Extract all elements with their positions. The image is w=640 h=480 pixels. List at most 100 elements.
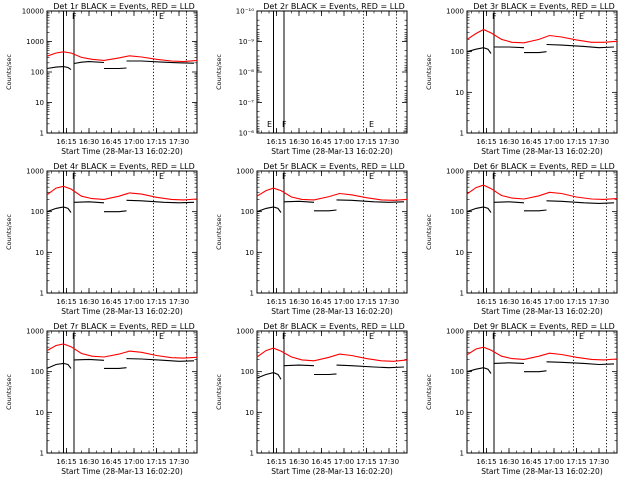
y-tick-label: 10 [455, 409, 464, 417]
event-marker-label: F [72, 332, 77, 341]
x-axis-label: Start Time (28-Mar-13 16:02:20) [61, 147, 183, 156]
lld-rate-line [466, 346, 618, 361]
events-rate-line [494, 46, 525, 49]
x-tick-label: 17:30 [379, 138, 399, 146]
events-rate-line [493, 201, 525, 204]
x-axis-label: Start Time (28-Mar-13 16:02:20) [481, 147, 603, 156]
y-axis-label: Counts/sec [215, 374, 223, 410]
y-axis-label: Counts/sec [5, 374, 13, 410]
x-tick-label: 17:30 [589, 458, 609, 466]
x-tick-label: 17:00 [544, 458, 564, 466]
y-tick-label: 10⁻¹⁰ [236, 8, 254, 16]
event-marker-label: E [369, 120, 374, 129]
lld-rate-line [466, 28, 618, 44]
y-axis-label: Counts/sec [425, 214, 433, 250]
y-tick-label: 10 [455, 89, 464, 97]
x-tick-label: 17:15 [146, 298, 166, 306]
events-rate-line [524, 209, 547, 212]
events-rate-line [104, 67, 127, 70]
x-tick-label: 16:30 [499, 458, 519, 466]
panel-title: Det 1r BLACK = Events, RED = LLD [53, 2, 195, 11]
x-tick-label: 16:15 [266, 458, 286, 466]
panel-title: Det 8r BLACK = Events, RED = LLD [263, 322, 405, 331]
y-tick-label: 1000 [236, 328, 254, 336]
events-rate-line [46, 206, 72, 213]
x-tick-label: 17:00 [334, 298, 354, 306]
x-tick-label: 17:30 [169, 138, 189, 146]
y-tick-label: 1000 [446, 8, 464, 16]
event-marker-label: E [159, 172, 164, 181]
y-tick-label: 100 [451, 368, 464, 376]
events-rate-line [73, 61, 105, 65]
event-marker-label: F [492, 172, 497, 181]
y-tick-label: 100 [31, 208, 44, 216]
y-tick-label: 1 [40, 450, 44, 458]
plot-frame [256, 10, 408, 134]
x-tick-label: 16:30 [289, 458, 309, 466]
y-tick-label: 1 [460, 450, 464, 458]
events-rate-line [104, 367, 127, 369]
event-marker-label: E [159, 332, 164, 341]
x-axis-label: Start Time (28-Mar-13 16:02:20) [271, 467, 393, 476]
events-rate-line [73, 201, 105, 204]
event-marker-label: E [159, 12, 164, 21]
x-tick-label: 16:15 [266, 298, 286, 306]
events-rate-line [524, 370, 547, 373]
plot-frame [46, 330, 198, 454]
events-rate-line [126, 60, 195, 64]
x-tick-label: 17:00 [334, 458, 354, 466]
y-tick-label: 10⁻⁸ [239, 69, 255, 77]
panel-title: Det 5r BLACK = Events, RED = LLD [263, 162, 405, 171]
lld-rate-line [466, 184, 618, 200]
x-tick-label: 16:30 [79, 138, 99, 146]
lld-rate-line [46, 343, 198, 359]
events-rate-line [126, 199, 195, 204]
event-marker-label: F [72, 172, 77, 181]
x-tick-label: 16:45 [101, 138, 121, 146]
y-tick-label: 1 [460, 130, 464, 138]
y-tick-label: 1 [40, 290, 44, 298]
x-axis-label: Start Time (28-Mar-13 16:02:20) [61, 467, 183, 476]
plot-frame [466, 170, 618, 294]
y-tick-label: 10⁻⁷ [239, 99, 255, 107]
y-tick-label: 1 [460, 290, 464, 298]
lld-rate-line [256, 187, 408, 201]
events-rate-line [314, 209, 337, 212]
panel-title: Det 3r BLACK = Events, RED = LLD [473, 2, 615, 11]
y-tick-label: 1000 [26, 38, 44, 46]
y-tick-label: 1000 [446, 328, 464, 336]
x-tick-label: 16:30 [289, 138, 309, 146]
x-tick-label: 17:30 [169, 458, 189, 466]
x-tick-label: 17:00 [124, 298, 144, 306]
y-tick-label: 100 [31, 368, 44, 376]
y-axis-label: Counts/sec [5, 54, 13, 90]
x-axis-label: Start Time (28-Mar-13 16:02:20) [481, 467, 603, 476]
plot-frame [466, 330, 618, 454]
y-axis-label: Counts/sec [425, 374, 433, 410]
x-tick-label: 17:30 [169, 298, 189, 306]
lld-rate-line [46, 185, 198, 201]
x-tick-label: 17:00 [334, 138, 354, 146]
y-tick-label: 1000 [446, 168, 464, 176]
x-tick-label: 17:00 [124, 458, 144, 466]
x-tick-label: 17:30 [379, 298, 399, 306]
x-tick-label: 17:00 [544, 138, 564, 146]
x-tick-label: 16:30 [79, 298, 99, 306]
event-marker-label: F [282, 120, 287, 129]
y-tick-label: 10 [455, 249, 464, 257]
events-rate-line [493, 362, 525, 364]
y-tick-label: 1000 [26, 168, 44, 176]
y-tick-label: 10 [35, 99, 44, 107]
event-marker-label: E [579, 172, 584, 181]
events-rate-line [256, 206, 282, 213]
x-axis-label: Start Time (28-Mar-13 16:02:20) [271, 307, 393, 316]
events-rate-line [466, 206, 492, 213]
y-tick-label: 100 [241, 208, 254, 216]
y-axis-label: Counts/sec [215, 54, 223, 90]
x-tick-label: 17:30 [589, 298, 609, 306]
panel-title: Det 9r BLACK = Events, RED = LLD [473, 322, 615, 331]
x-axis-label: Start Time (28-Mar-13 16:02:20) [271, 147, 393, 156]
x-tick-label: 17:15 [356, 458, 376, 466]
x-tick-label: 16:15 [476, 298, 496, 306]
